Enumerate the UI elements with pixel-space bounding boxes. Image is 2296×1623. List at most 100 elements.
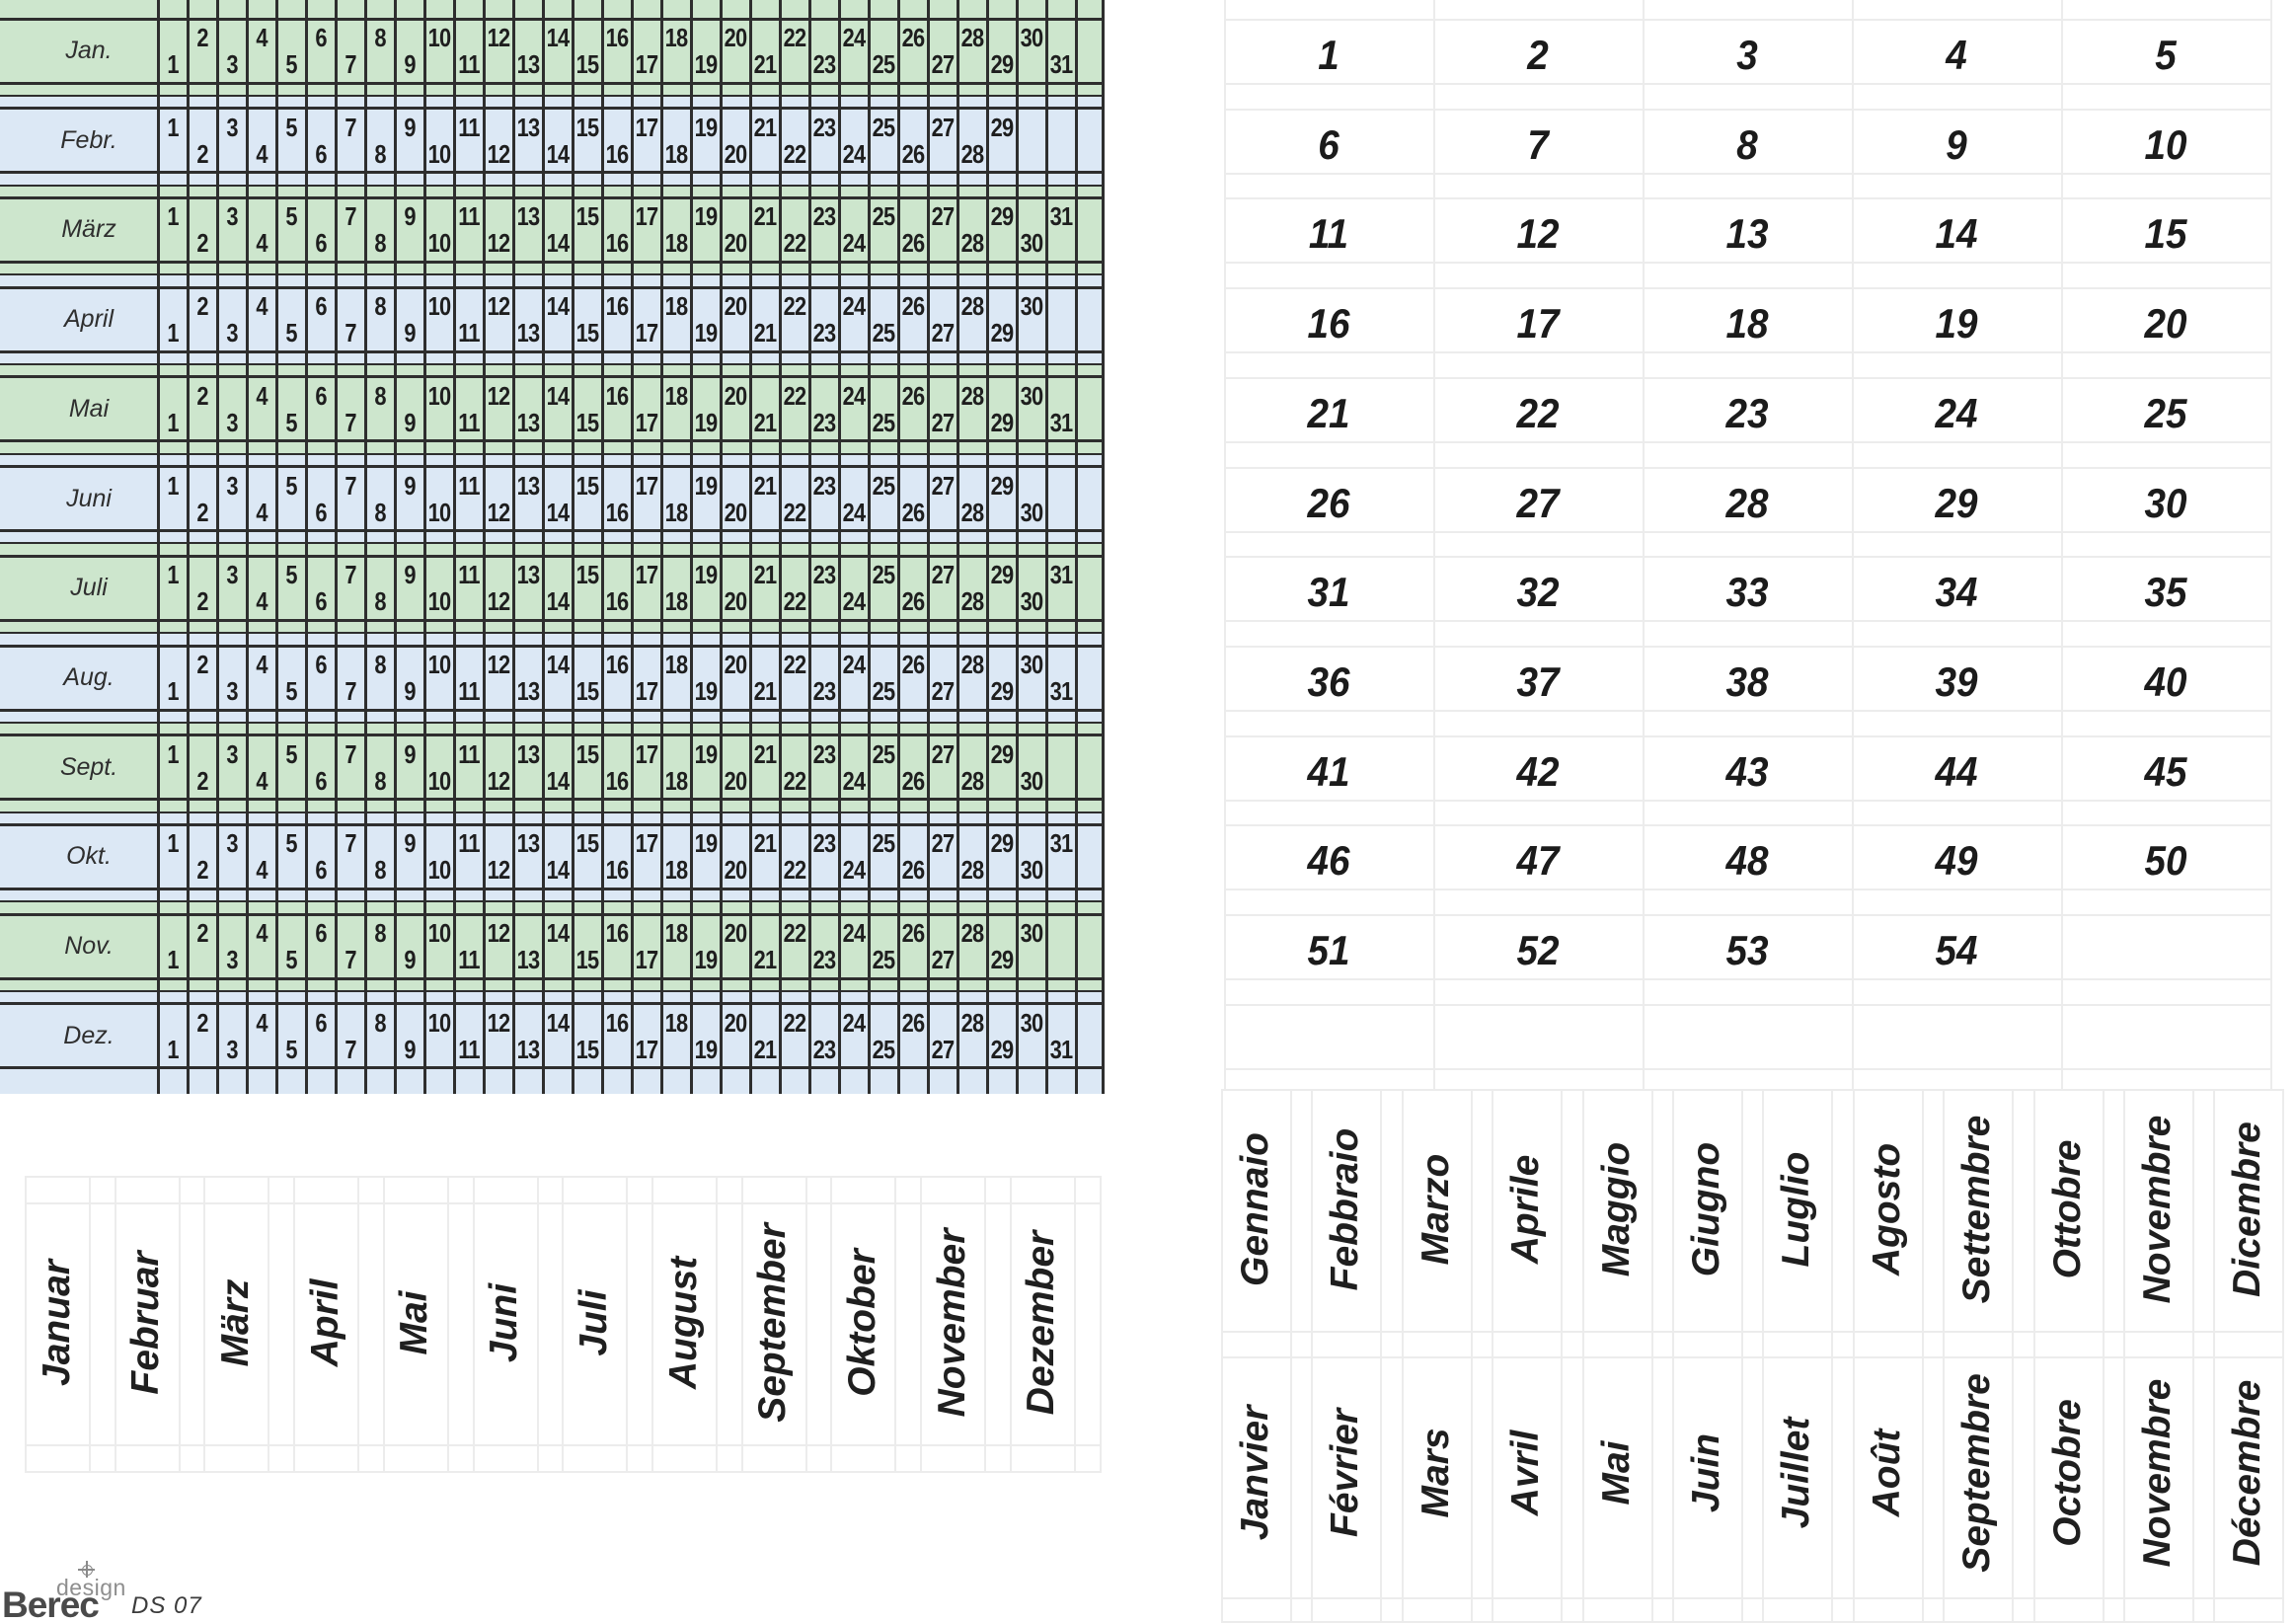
day-number: 12 xyxy=(487,765,510,796)
day-number: 8 xyxy=(374,497,386,527)
day-number: 26 xyxy=(901,765,925,796)
day-number: 1 xyxy=(167,738,179,769)
day-number: 24 xyxy=(842,855,866,886)
german-band-line xyxy=(740,1176,743,1471)
month-name-german: November xyxy=(930,1228,973,1418)
day-number: 11 xyxy=(458,676,480,707)
day-number: 23 xyxy=(812,470,836,501)
week-number: 3 xyxy=(1736,32,1758,78)
day-number: 24 xyxy=(842,650,866,680)
day-number: 22 xyxy=(783,586,806,617)
day-number: 29 xyxy=(990,676,1014,707)
day-number: 24 xyxy=(842,497,866,527)
language-band-line xyxy=(1921,1089,1924,1623)
day-number: 18 xyxy=(664,586,688,617)
language-band-line xyxy=(2282,1089,2285,1623)
day-number: 4 xyxy=(256,918,268,949)
day-number: 17 xyxy=(635,560,658,590)
strip-divider-line xyxy=(0,542,1105,545)
day-number: 17 xyxy=(635,112,658,142)
day-number: 28 xyxy=(960,765,984,796)
day-number: 5 xyxy=(285,828,297,859)
week-number: 44 xyxy=(1935,747,1978,795)
day-number: 17 xyxy=(635,318,658,348)
day-number: 7 xyxy=(344,49,356,79)
day-number: 9 xyxy=(404,49,416,79)
day-number: 15 xyxy=(575,828,599,859)
day-number: 11 xyxy=(458,112,480,142)
day-number: 24 xyxy=(842,380,866,411)
german-band-line xyxy=(25,1444,1102,1446)
week-number: 54 xyxy=(1935,927,1978,974)
day-number: 26 xyxy=(901,138,925,169)
day-number: 19 xyxy=(694,560,718,590)
day-number: 2 xyxy=(196,650,208,680)
week-number: 1 xyxy=(1318,32,1339,78)
day-number: 30 xyxy=(1020,650,1043,680)
day-number: 16 xyxy=(605,23,629,52)
german-band-line xyxy=(804,1176,807,1471)
german-band-line xyxy=(25,1176,1102,1178)
month-name-french: Août xyxy=(1865,1429,1908,1517)
day-number: 31 xyxy=(1049,201,1073,232)
day-number: 28 xyxy=(960,23,984,52)
language-band-line xyxy=(2102,1089,2105,1623)
day-number: 29 xyxy=(990,201,1014,232)
day-number: 14 xyxy=(546,291,570,322)
day-number: 26 xyxy=(901,291,925,322)
week-number: 16 xyxy=(1307,300,1350,348)
day-number: 6 xyxy=(315,918,327,949)
strip-divider-line xyxy=(0,990,1105,993)
day-number: 25 xyxy=(872,49,895,79)
day-number: 5 xyxy=(285,49,297,79)
day-number: 18 xyxy=(664,1007,688,1038)
day-number: 24 xyxy=(842,918,866,949)
day-number: 14 xyxy=(546,228,570,259)
table-column-line xyxy=(779,0,782,1094)
language-band-line xyxy=(1561,1089,1564,1623)
day-number: 20 xyxy=(724,650,747,680)
week-grid-row-line xyxy=(1224,440,2270,443)
day-number: 5 xyxy=(285,560,297,590)
week-number: 5 xyxy=(2155,32,2177,78)
day-number: 4 xyxy=(256,650,268,680)
day-number: 20 xyxy=(724,138,747,169)
language-band-line xyxy=(1581,1089,1584,1623)
month-name-german: März xyxy=(213,1278,257,1367)
day-number: 22 xyxy=(783,380,806,411)
german-band-line xyxy=(626,1176,629,1471)
day-number: 3 xyxy=(226,49,238,79)
week-grid-column-line xyxy=(2270,0,2272,1089)
day-number: 6 xyxy=(315,23,327,52)
week-number: 45 xyxy=(2144,747,2187,795)
day-number: 4 xyxy=(256,855,268,886)
row-border-line xyxy=(0,644,1105,648)
table-column-line xyxy=(572,0,574,1094)
day-number: 19 xyxy=(694,49,718,79)
day-number: 4 xyxy=(256,586,268,617)
week-grid-row-line xyxy=(1224,556,2270,559)
day-number: 7 xyxy=(344,470,356,501)
language-band-line xyxy=(1650,1089,1653,1623)
day-number: 16 xyxy=(605,291,629,322)
row-border-line xyxy=(0,734,1105,737)
day-number: 4 xyxy=(256,1007,268,1038)
day-number: 30 xyxy=(1020,380,1043,411)
month-name-french: Mars xyxy=(1414,1428,1457,1518)
day-number: 19 xyxy=(694,738,718,769)
row-border-line xyxy=(0,81,1105,85)
week-grid-row-line xyxy=(1224,262,2270,265)
day-number: 13 xyxy=(516,112,540,142)
day-number: 28 xyxy=(960,918,984,949)
week-number: 15 xyxy=(2144,210,2187,258)
day-number: 6 xyxy=(315,855,327,886)
day-number: 12 xyxy=(487,586,510,617)
strip-divider-line xyxy=(0,811,1105,813)
day-number: 23 xyxy=(812,112,836,142)
day-number: 23 xyxy=(812,318,836,348)
day-number: 23 xyxy=(812,407,836,437)
day-number: 18 xyxy=(664,291,688,322)
day-number: 16 xyxy=(605,918,629,949)
month-name-german: Dezember xyxy=(1020,1230,1063,1416)
day-number: 1 xyxy=(167,945,179,975)
